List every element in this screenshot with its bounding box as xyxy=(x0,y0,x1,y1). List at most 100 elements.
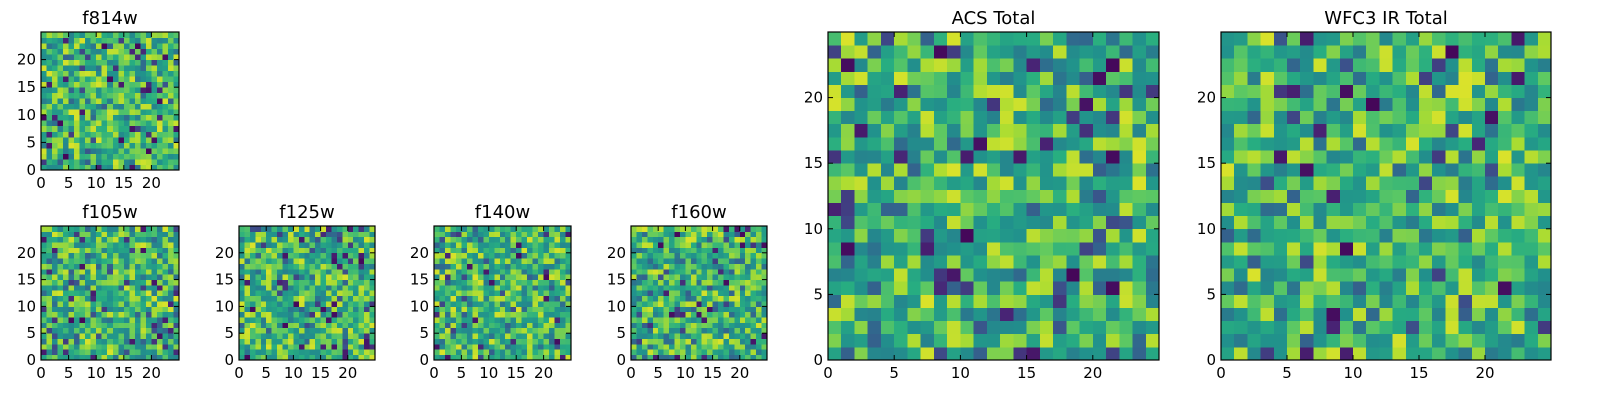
heatmap-cell xyxy=(260,279,267,286)
heatmap-cell xyxy=(1145,228,1160,243)
heatmap-cell xyxy=(167,274,174,280)
heatmap-cell xyxy=(57,242,64,248)
heatmap-cell xyxy=(1326,228,1341,243)
heatmap-cell xyxy=(1313,110,1327,125)
heatmap-cell xyxy=(52,226,58,232)
heatmap-cell xyxy=(933,110,948,125)
heatmap-cell xyxy=(101,284,108,291)
heatmap-cell xyxy=(439,226,446,232)
heatmap-cell xyxy=(450,354,457,361)
heatmap-cell xyxy=(1366,110,1380,125)
heatmap-cell xyxy=(353,354,360,361)
heatmap-cell xyxy=(107,322,114,329)
heatmap-cell xyxy=(244,231,251,238)
heatmap-cell xyxy=(167,32,174,38)
heatmap-cell xyxy=(244,295,251,302)
heatmap-cell xyxy=(331,306,338,313)
heatmap-cell xyxy=(63,252,69,259)
heatmap-cell xyxy=(466,279,473,286)
heatmap-cell xyxy=(353,252,360,259)
heatmap-cell xyxy=(151,125,158,132)
heatmap-cells xyxy=(239,226,376,361)
heatmap-cell xyxy=(52,153,58,160)
heatmap-cell xyxy=(162,153,169,160)
heatmap-cell xyxy=(1445,58,1459,72)
heatmap-cell xyxy=(907,333,922,348)
heatmap-cell xyxy=(477,343,484,350)
heatmap-cell xyxy=(68,268,75,275)
heatmap-cell xyxy=(85,147,92,154)
heatmap-cell xyxy=(123,284,130,291)
heatmap-cell xyxy=(1353,150,1367,164)
heatmap-cell xyxy=(1392,241,1407,256)
heatmap-cell xyxy=(107,43,114,49)
heatmap-cell xyxy=(90,306,97,313)
heatmap-cell xyxy=(1145,202,1160,217)
heatmap-cell xyxy=(472,236,479,243)
heatmap-cell xyxy=(134,263,141,270)
heatmap-cell xyxy=(960,241,975,256)
heatmap-cell xyxy=(249,338,256,345)
heatmap-cell xyxy=(867,346,882,361)
heatmap-cell xyxy=(112,114,119,121)
heatmap-cell xyxy=(79,354,86,361)
heatmap-cell xyxy=(499,279,506,286)
heatmap-cell xyxy=(1039,215,1054,230)
heatmap-cell xyxy=(1247,346,1261,361)
heatmap-cell xyxy=(1000,123,1014,138)
heatmap-cell xyxy=(79,258,86,264)
heatmap-cell xyxy=(134,231,141,238)
heatmap-cell xyxy=(96,136,103,143)
heatmap-cell xyxy=(112,147,119,154)
heatmap-cell xyxy=(1132,346,1147,361)
heatmap-cell xyxy=(1366,45,1380,59)
heatmap-cell xyxy=(134,125,141,132)
heatmap-cell xyxy=(973,150,988,164)
heatmap-cell xyxy=(756,236,762,243)
heatmap-cell xyxy=(734,268,741,275)
heatmap-cell xyxy=(342,301,349,307)
heatmap-cell xyxy=(129,263,136,270)
heatmap-cell xyxy=(52,114,58,121)
heatmap-cell xyxy=(466,274,473,280)
heatmap-cell xyxy=(647,338,654,345)
heatmap-cell xyxy=(894,320,908,335)
heatmap-cell xyxy=(277,242,283,248)
heatmap-cell xyxy=(167,158,174,165)
x-tick-label: 10 xyxy=(1343,364,1362,382)
heatmap-cell xyxy=(663,295,670,302)
heatmap-cell xyxy=(1234,294,1248,308)
x-tick-label: 20 xyxy=(142,364,161,382)
heatmap-cell xyxy=(674,317,681,323)
heatmap-cell xyxy=(933,268,948,282)
heatmap-cell xyxy=(129,142,136,149)
heatmap-cell xyxy=(1339,268,1354,282)
heatmap-cell xyxy=(647,311,654,318)
heatmap-cell xyxy=(960,58,975,72)
heatmap-cell xyxy=(647,242,654,248)
heatmap-cell xyxy=(315,349,321,356)
heatmap-cell xyxy=(663,284,670,291)
heatmap-cell xyxy=(107,142,114,149)
heatmap-cell xyxy=(123,301,130,307)
heatmap-cell xyxy=(1145,241,1160,256)
heatmap-cell xyxy=(718,284,724,291)
heatmap-cell xyxy=(287,252,294,259)
heatmap-cell xyxy=(1471,136,1486,151)
heatmap-cell xyxy=(723,274,730,280)
heatmap-cell xyxy=(249,295,256,302)
heatmap-cell xyxy=(167,98,174,105)
heatmap-cell xyxy=(532,247,539,254)
heatmap-cell xyxy=(293,226,300,232)
heatmap-cell xyxy=(723,231,730,238)
heatmap-cell xyxy=(90,43,97,49)
heatmap-cell xyxy=(293,236,300,243)
heatmap-cell xyxy=(1260,228,1275,243)
heatmap-cell xyxy=(1221,71,1235,85)
heatmap-cell xyxy=(145,114,152,121)
heatmap-cell xyxy=(828,84,842,98)
heatmap-cell xyxy=(57,338,64,345)
heatmap-cell xyxy=(554,301,561,307)
heatmap-cell xyxy=(315,247,321,254)
heatmap-cell xyxy=(68,322,75,329)
